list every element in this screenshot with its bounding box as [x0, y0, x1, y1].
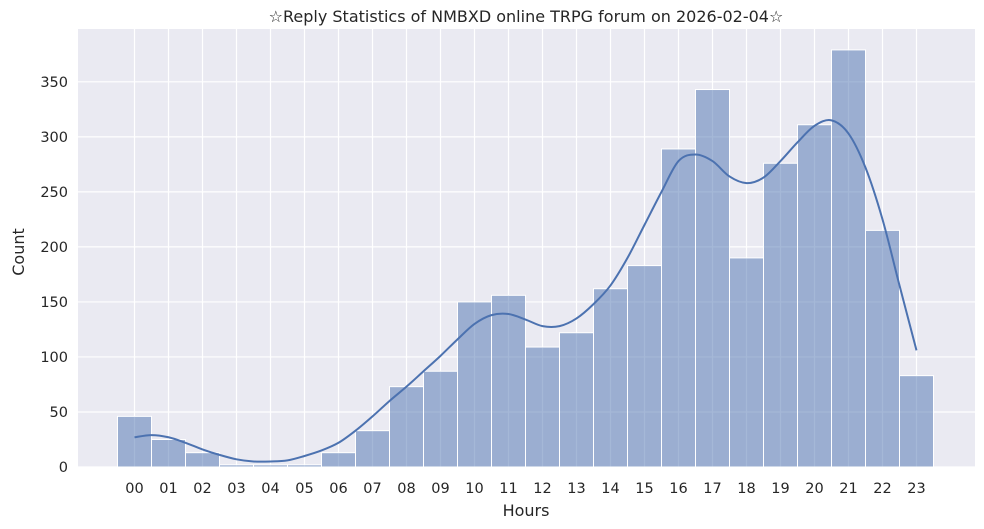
x-tick-label: 19: [771, 481, 789, 497]
bar-hour-13: [559, 332, 594, 468]
chart-title: ☆Reply Statistics of NMBXD online TRPG f…: [269, 7, 784, 26]
x-tick-label: 11: [499, 481, 517, 497]
x-tick-label: 14: [601, 481, 619, 497]
y-tick-label: 350: [40, 75, 68, 91]
bar-hour-09: [423, 370, 458, 468]
bar-hour-11: [491, 294, 526, 468]
x-tick-label: 02: [193, 481, 211, 497]
y-axis-ticks: 0 50 100 150 200 250 300 350: [40, 75, 68, 476]
bar-hour-19: [763, 162, 798, 468]
bar-hour-07: [355, 430, 390, 468]
y-tick-label: 100: [40, 350, 68, 366]
x-tick-label: 06: [329, 481, 347, 497]
x-tick-label: 04: [261, 481, 279, 497]
bar-hour-18: [729, 257, 764, 468]
bar-hour-15: [627, 265, 662, 468]
bar-hour-21: [831, 49, 866, 468]
x-tick-label: 00: [125, 481, 143, 497]
x-tick-label: 17: [703, 481, 721, 497]
bar-hour-08: [389, 386, 424, 468]
y-axis-label: Count: [9, 228, 28, 276]
bar-hour-22: [865, 229, 900, 468]
x-tick-label: 13: [567, 481, 585, 497]
bar-hour-02: [185, 452, 220, 468]
bar-hour-20: [797, 124, 832, 468]
x-tick-label: 12: [533, 481, 551, 497]
kde-curve: [134, 119, 918, 463]
bar-hour-17: [695, 89, 730, 468]
x-axis-label: Hours: [503, 501, 550, 520]
x-tick-label: 07: [363, 481, 381, 497]
histogram-bars: [117, 49, 934, 468]
x-tick-label: 10: [465, 481, 483, 497]
bar-hour-04: [253, 464, 288, 468]
bar-hour-12: [525, 346, 560, 468]
bar-hour-03: [219, 464, 254, 468]
x-tick-label: 21: [839, 481, 857, 497]
x-tick-label: 15: [635, 481, 653, 497]
y-tick-label: 300: [40, 130, 68, 146]
x-tick-label: 20: [805, 481, 823, 497]
y-tick-label: 50: [50, 405, 68, 421]
x-tick-label: 08: [397, 481, 415, 497]
x-tick-label: 09: [431, 481, 449, 497]
bar-hour-06: [321, 452, 356, 468]
bar-hour-14: [593, 288, 628, 468]
x-tick-label: 16: [669, 481, 687, 497]
bar-hour-16: [661, 148, 696, 468]
bar-hour-01: [151, 438, 186, 468]
bar-hour-00: [117, 415, 152, 468]
bar-hour-23: [899, 375, 934, 468]
y-tick-label: 250: [40, 185, 68, 201]
x-tick-label: 22: [873, 481, 891, 497]
y-tick-label: 200: [40, 240, 68, 256]
x-tick-label: 01: [159, 481, 177, 497]
x-tick-label: 05: [295, 481, 313, 497]
x-tick-label: 18: [737, 481, 755, 497]
bar-hour-05: [287, 464, 322, 468]
y-tick-label: 0: [59, 460, 68, 476]
bar-hour-10: [457, 301, 492, 468]
x-tick-label: 03: [227, 481, 245, 497]
y-tick-label: 150: [40, 295, 68, 311]
x-axis-ticks: 00 01 02 03 04 05 06 07 08 09 10 11 12 13 14 15 16 17 18 19…: [125, 481, 925, 497]
x-tick-label: 23: [907, 481, 925, 497]
